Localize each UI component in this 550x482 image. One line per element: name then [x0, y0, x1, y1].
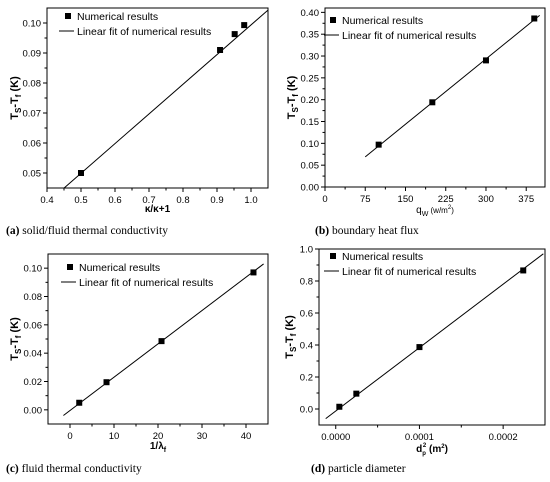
- x-axis-label: dp2 (m2): [416, 443, 448, 457]
- caption-d: (d) particle diameter: [311, 463, 406, 475]
- x-tick-label: 10: [109, 431, 120, 442]
- y-tick-label: 0.00: [301, 183, 320, 194]
- x-tick-label: 0: [322, 194, 327, 205]
- legend-label-points: Numerical results: [77, 11, 158, 23]
- caption-c: (c) fluid thermal conductivity: [6, 463, 142, 475]
- y-tick-label: 0.00: [24, 405, 43, 416]
- y-tick-label: 0.04: [24, 349, 43, 360]
- y-axis-label: TS-Tf (K): [9, 317, 23, 361]
- chart-b: 0 75 150 225 300 375 0.00 0.05 0.10 0.15 0.20 0.25 0…: [286, 7, 546, 218]
- y-tick-label: 0.8: [300, 277, 313, 288]
- y-tick-label: 0.40: [301, 8, 320, 19]
- data-point: [353, 390, 360, 397]
- legend-label-fit: Linear fit of numerical results: [79, 277, 213, 289]
- caption-a: (a) solid/fluid thermal conductivity: [6, 225, 168, 237]
- data-point: [375, 141, 382, 148]
- x-tick-label: 150: [398, 194, 414, 205]
- y-axis-label: TS-Tf (K): [9, 76, 23, 120]
- y-tick-label: 0.10: [301, 139, 320, 150]
- x-tick-label: 225: [438, 194, 454, 205]
- caption-b: (b) boundary heat flux: [315, 225, 419, 237]
- data-point: [336, 403, 343, 410]
- x-axis-label: 1/λf: [150, 441, 167, 454]
- data-point: [520, 267, 527, 274]
- x-tick-label: 0.7: [142, 195, 155, 206]
- y-tick-label: 0.20: [301, 95, 320, 106]
- data-point: [429, 99, 436, 106]
- legend-marker: [65, 13, 71, 19]
- legend-label-points: Numerical results: [79, 262, 160, 274]
- x-tick-label: 40: [241, 431, 252, 442]
- data-point: [250, 269, 257, 276]
- legend-label-fit: Linear fit of numerical results: [342, 266, 476, 278]
- x-tick-label: 30: [197, 431, 208, 442]
- x-tick-label: 0.8: [176, 195, 189, 206]
- x-tick-label: 375: [518, 194, 534, 205]
- x-tick-label: 0: [67, 431, 72, 442]
- y-tick-label: 0.6: [300, 309, 313, 320]
- data-point: [103, 379, 110, 386]
- x-tick-label: 0.0001: [405, 432, 434, 443]
- y-axis-label: TS-Tf (K): [286, 75, 300, 119]
- data-point: [416, 344, 423, 351]
- x-axis-label: qW (w/m2): [416, 205, 454, 218]
- data-point: [231, 31, 238, 38]
- y-tick-label: 0.05: [23, 169, 42, 180]
- x-tick-label: 0.0002: [489, 432, 518, 443]
- y-axis-label: TS-Tf (K): [284, 315, 298, 359]
- fit-line: [364, 15, 540, 158]
- x-tick-label: 0.0000: [321, 432, 350, 443]
- plot-frame: [324, 7, 546, 188]
- x-tick-label: 0.4: [40, 195, 53, 206]
- y-tick-label: 1.0: [300, 245, 313, 256]
- x-tick-label: 1.0: [244, 195, 257, 206]
- y-tick-label: 0.06: [24, 320, 43, 331]
- chart-a: 0.4 0.5 0.6 0.7 0.8 0.9 1.0 0.05 0.06 0.07 0.08 0.0…: [9, 7, 269, 215]
- data-point: [217, 47, 224, 53]
- legend-marker: [330, 253, 336, 259]
- y-tick-label: 0.07: [23, 109, 42, 120]
- legend-label-points: Numerical results: [342, 251, 423, 263]
- y-tick-label: 0.10: [23, 19, 42, 30]
- y-tick-label: 0.4: [300, 341, 313, 352]
- x-tick-label: 0.9: [210, 195, 223, 206]
- y-tick-label: 0.08: [24, 292, 43, 303]
- chart-d: 0.0000 0.0001 0.0002 0.0 0.2 0.4 0.6 0.8 1.0 Nume…: [284, 245, 546, 457]
- legend-label-fit: Linear fit of numerical results: [342, 30, 476, 42]
- y-tick-label: 0.2: [300, 373, 313, 384]
- data-point: [241, 22, 248, 29]
- y-tick-label: 0.08: [23, 79, 42, 90]
- x-tick-label: 300: [478, 194, 494, 205]
- fit-line: [63, 9, 268, 188]
- fit-line: [325, 253, 544, 419]
- legend-label-points: Numerical results: [342, 15, 423, 27]
- legend-marker: [67, 264, 73, 270]
- y-tick-label: 0.05: [301, 161, 320, 172]
- data-point: [531, 15, 538, 22]
- y-tick-label: 0.25: [301, 73, 320, 84]
- y-tick-label: 0.02: [24, 377, 43, 388]
- y-tick-label: 0.06: [23, 139, 42, 150]
- data-point: [158, 338, 165, 345]
- y-tick-label: 0.0: [300, 405, 313, 416]
- x-axis-label: κ/κ+1: [145, 204, 171, 215]
- x-tick-label: 20: [153, 431, 164, 442]
- x-tick-label: 0.6: [108, 195, 121, 206]
- chart-c: 0 10 20 30 40 0.00 0.02 0.04 0.06 0.08 0.10 Numeric…: [9, 253, 269, 454]
- y-tick-label: 0.15: [301, 117, 320, 128]
- y-tick-label: 0.09: [23, 49, 42, 60]
- y-tick-label: 0.30: [301, 52, 320, 63]
- y-tick-label: 0.35: [301, 30, 320, 41]
- x-tick-label: 0.5: [74, 195, 87, 206]
- data-point: [76, 399, 83, 406]
- plot-frame: [318, 248, 546, 426]
- data-point: [78, 170, 84, 176]
- legend-marker: [330, 17, 336, 23]
- x-tick-label: 75: [360, 194, 371, 205]
- legend-label-fit: Linear fit of numerical results: [77, 26, 211, 38]
- data-point: [482, 57, 489, 64]
- y-tick-label: 0.10: [24, 264, 43, 275]
